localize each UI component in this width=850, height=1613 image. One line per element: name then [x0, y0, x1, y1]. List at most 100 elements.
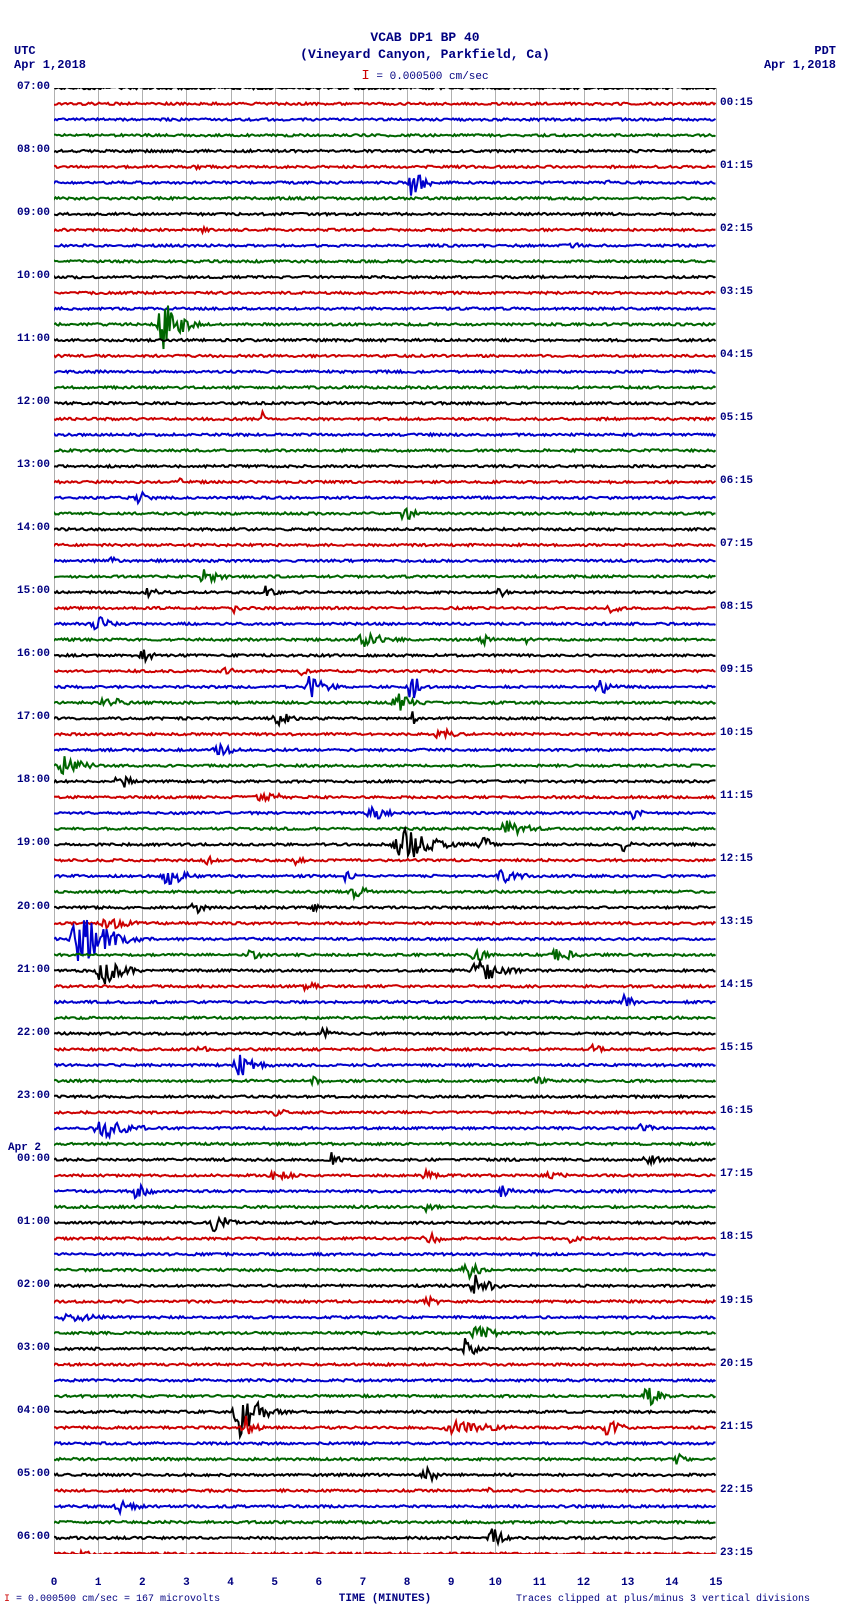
day-marker: Apr 2	[8, 1142, 41, 1154]
seismic-trace	[54, 1338, 716, 1353]
seismic-trace	[54, 1205, 716, 1211]
footer-scale: I = 0.000500 cm/sec = 167 microvolts	[4, 1594, 220, 1605]
utc-hour-label: 04:00	[4, 1405, 50, 1417]
station-title: VCAB DP1 BP 40	[0, 30, 850, 47]
seismic-trace	[54, 1363, 716, 1365]
pdt-hour-label: 03:15	[720, 286, 766, 298]
seismic-trace	[54, 103, 716, 105]
seismic-trace	[54, 1379, 716, 1381]
pdt-hour-label: 18:15	[720, 1231, 766, 1243]
seismic-trace	[54, 962, 716, 984]
seismic-trace	[54, 904, 716, 913]
seismic-trace	[54, 213, 716, 215]
seismic-trace	[54, 134, 716, 136]
seismic-trace	[54, 1551, 716, 1554]
seismic-trace	[54, 1442, 716, 1444]
seismic-trace	[54, 1314, 716, 1321]
plot-area	[54, 88, 716, 1554]
seismic-trace	[54, 492, 716, 503]
x-tick-label: 5	[271, 1577, 278, 1589]
seismic-trace	[54, 228, 716, 233]
x-tick-label: 15	[709, 1577, 722, 1589]
utc-hour-label: 14:00	[4, 522, 50, 534]
seismic-trace	[54, 1403, 716, 1437]
seismic-trace	[54, 756, 716, 773]
x-tick-label: 7	[360, 1577, 367, 1589]
seismic-trace	[54, 1529, 716, 1544]
pdt-hour-label: 12:15	[720, 853, 766, 865]
seismic-trace	[54, 829, 716, 857]
seismic-trace	[54, 412, 716, 421]
utc-hour-label: 00:00	[4, 1153, 50, 1165]
seismic-trace	[54, 617, 716, 629]
pdt-hour-label: 01:15	[720, 160, 766, 172]
seismic-trace	[54, 197, 716, 199]
pdt-hour-label: 22:15	[720, 1484, 766, 1496]
seismic-trace	[54, 1186, 716, 1198]
seismic-trace	[54, 1468, 716, 1480]
seismic-trace	[54, 1170, 716, 1179]
seismic-trace	[54, 676, 716, 698]
scale-indicator: I = 0.000500 cm/sec	[0, 68, 850, 84]
x-tick-label: 1	[95, 1577, 102, 1589]
x-tick-label: 3	[183, 1577, 190, 1589]
seismic-trace	[54, 1218, 716, 1232]
seismic-trace	[54, 150, 716, 152]
seismic-trace	[54, 1521, 716, 1523]
pdt-hour-label: 13:15	[720, 916, 766, 928]
utc-hour-label: 05:00	[4, 1468, 50, 1480]
pdt-hour-label: 17:15	[720, 1168, 766, 1180]
seismic-trace	[54, 1055, 716, 1075]
pdt-hour-label: 23:15	[720, 1547, 766, 1559]
seismic-trace	[54, 1152, 716, 1164]
pdt-hour-label: 16:15	[720, 1105, 766, 1117]
utc-hour-label: 13:00	[4, 459, 50, 471]
seismic-trace	[54, 1077, 716, 1084]
tz-right-zone: PDT	[764, 44, 836, 58]
pdt-hour-label: 09:15	[720, 664, 766, 676]
seismic-trace	[54, 1327, 716, 1337]
seismic-trace	[54, 777, 716, 787]
seismic-trace	[54, 606, 716, 613]
seismic-trace	[54, 243, 716, 247]
seismic-trace	[54, 745, 716, 755]
pdt-hour-label: 06:15	[720, 475, 766, 487]
utc-hour-label: 16:00	[4, 648, 50, 660]
seismic-trace	[54, 586, 716, 597]
tz-left-zone: UTC	[14, 44, 86, 58]
seismic-trace	[54, 292, 716, 294]
seismic-trace	[54, 558, 716, 563]
utc-hour-label: 15:00	[4, 585, 50, 597]
utc-hour-label: 07:00	[4, 81, 50, 93]
seismic-trace	[54, 870, 716, 884]
x-tick-label: 13	[621, 1577, 634, 1589]
pdt-hour-label: 21:15	[720, 1421, 766, 1433]
utc-hour-label: 21:00	[4, 964, 50, 976]
x-tick-label: 10	[489, 1577, 502, 1589]
utc-hour-label: 23:00	[4, 1090, 50, 1102]
seismic-trace	[54, 371, 716, 373]
pdt-hour-label: 00:15	[720, 97, 766, 109]
pdt-hour-label: 14:15	[720, 979, 766, 991]
seismic-trace	[54, 1122, 716, 1137]
seismic-trace	[54, 711, 716, 724]
seismic-trace	[54, 1045, 716, 1051]
x-axis-label: TIME (MINUTES)	[339, 1593, 431, 1605]
x-tick-label: 12	[577, 1577, 590, 1589]
x-tick-label: 4	[227, 1577, 234, 1589]
seismic-trace	[54, 949, 716, 960]
seismic-trace	[54, 386, 716, 388]
seismic-trace	[54, 1454, 716, 1464]
x-tick-label: 2	[139, 1577, 146, 1589]
seismic-trace	[54, 995, 716, 1006]
seismic-trace	[54, 634, 716, 646]
utc-hour-label: 11:00	[4, 333, 50, 345]
seismic-trace	[54, 509, 716, 519]
seismic-trace	[54, 88, 716, 89]
seismic-trace	[54, 857, 716, 865]
pdt-hour-label: 19:15	[720, 1295, 766, 1307]
seismic-trace	[54, 1029, 716, 1037]
seismic-trace	[54, 668, 716, 675]
seismic-trace	[54, 339, 716, 341]
seismic-trace	[54, 888, 716, 897]
